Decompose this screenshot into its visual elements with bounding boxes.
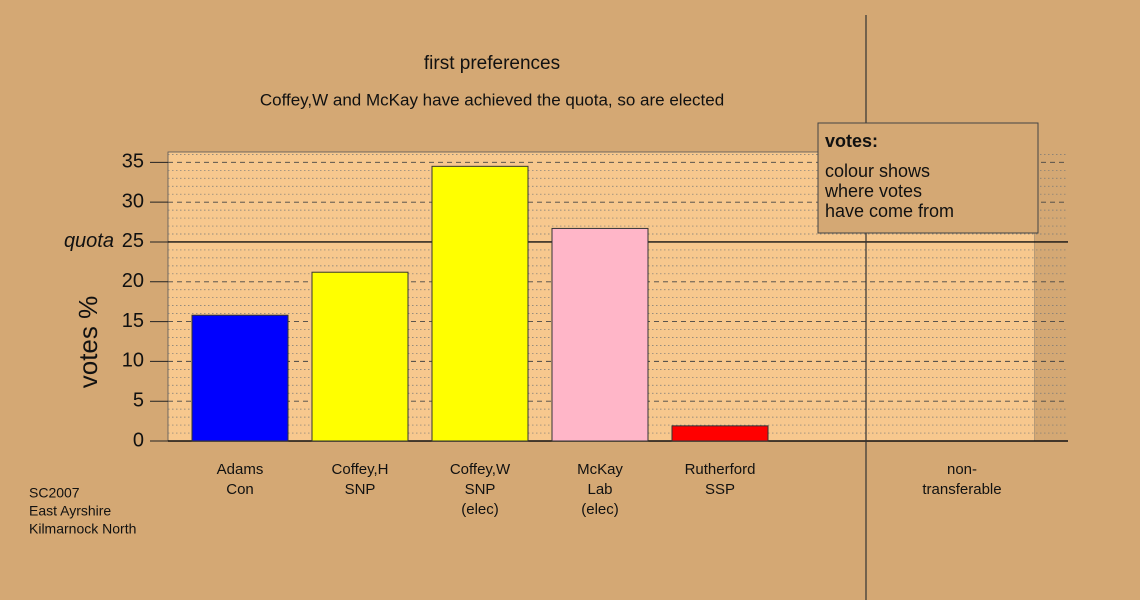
- y-tick-label: 15: [122, 310, 144, 332]
- plot-extension: [1035, 152, 1068, 441]
- x-tick-label: Con: [226, 481, 254, 498]
- legend-text: have come from: [825, 201, 954, 221]
- y-tick-label: 35: [122, 151, 144, 173]
- x-tick-label: Adams: [217, 461, 264, 478]
- footnote: Kilmarnock North: [29, 521, 136, 537]
- y-axis-label: votes %: [73, 296, 103, 389]
- chart-subtitle: Coffey,W and McKay have achieved the quo…: [260, 90, 724, 109]
- x-tick-label: Coffey,H: [332, 461, 389, 478]
- y-tick-label: 5: [133, 389, 144, 411]
- legend-text: colour shows: [825, 161, 930, 181]
- x-tick-label: Coffey,W: [450, 461, 511, 478]
- footnote: East Ayrshire: [29, 503, 111, 519]
- x-tick-label: SNP: [465, 481, 496, 498]
- bar: [551, 227, 649, 442]
- footnote: SC2007: [29, 485, 80, 501]
- x-tick-label: (elec): [461, 501, 499, 518]
- y-tick-label: 20: [122, 270, 144, 292]
- y-tick-label: 0: [133, 429, 144, 451]
- y-tick-label: 30: [122, 190, 144, 212]
- x-tick-label: McKay: [577, 461, 623, 478]
- bar: [671, 425, 769, 442]
- chart-title: first preferences: [424, 53, 560, 74]
- x-tick-label: SSP: [705, 481, 735, 498]
- legend-box: [817, 122, 1039, 234]
- quota-label: quota: [64, 230, 114, 252]
- x-tick-label: Lab: [587, 481, 612, 498]
- y-tick-label: 10: [122, 350, 144, 372]
- x-tick-label: transferable: [922, 481, 1001, 498]
- legend-text: where votes: [824, 181, 922, 201]
- x-tick-label: (elec): [581, 501, 619, 518]
- bar: [311, 271, 409, 442]
- x-tick-label: non-: [947, 461, 977, 478]
- legend-title: votes:: [825, 131, 878, 151]
- y-tick-label: 25: [122, 230, 144, 252]
- bar: [191, 314, 289, 442]
- bar: [431, 165, 529, 442]
- x-tick-label: SNP: [345, 481, 376, 498]
- x-tick-label: Rutherford: [685, 461, 756, 478]
